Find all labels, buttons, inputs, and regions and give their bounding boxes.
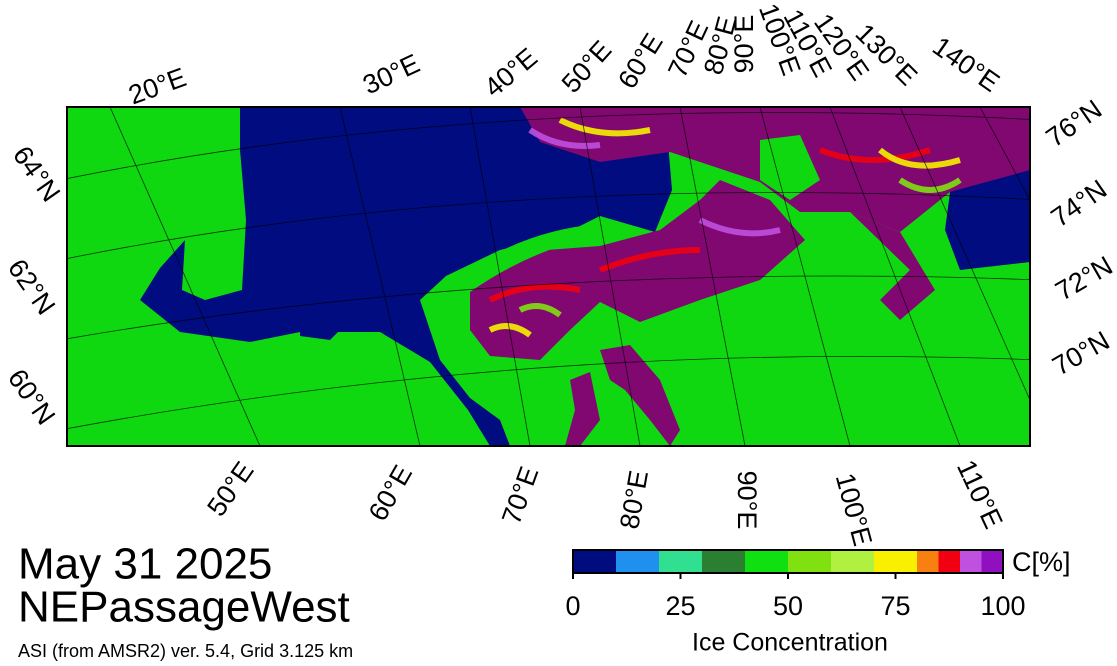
colorbar-bin: [938, 550, 960, 573]
graticule: [67, 107, 1030, 446]
white-sea: [300, 310, 350, 340]
colorbar-bin: [573, 550, 616, 573]
novaya-zemlya: [450, 224, 600, 292]
source: ASI (from AMSR2) ver. 5.4, Grid 3.125 km: [18, 641, 353, 661]
graticule-label: 64°N: [7, 141, 66, 208]
colorbar-label: Ice Concentration: [692, 629, 888, 657]
colorbar-tick-label: 25: [665, 591, 695, 621]
graticule-label: 62°N: [2, 254, 61, 321]
graticule-label: 60°N: [2, 364, 61, 431]
graticule-label: 60°E: [612, 28, 669, 94]
graticule-label: 70°N: [1047, 325, 1114, 381]
graticule-label: 90°E: [729, 15, 759, 74]
colorbar-bin: [874, 550, 917, 573]
colorbar-bin: [702, 550, 745, 573]
colorbar-bin: [616, 550, 659, 573]
graticule-label: 80°E: [614, 468, 654, 531]
colorbar-bin: [788, 550, 831, 573]
ice-mix: [488, 117, 962, 338]
map-area: [67, 107, 1030, 446]
graticule-label: 100°E: [830, 470, 878, 549]
region-name: NEPassageWest: [18, 583, 350, 632]
colorbar-bin: [831, 550, 874, 573]
open-sea-laptev: [945, 170, 1030, 270]
graticule-label: 76°N: [1041, 94, 1108, 153]
graticule-label: 74°N: [1046, 174, 1113, 233]
graticule-label: 72°N: [1050, 250, 1117, 306]
colorbar-bin: [917, 550, 939, 573]
graticule-label: 70°E: [496, 463, 544, 529]
map-frame: [66, 106, 1031, 447]
colorbar-bin: [960, 550, 982, 573]
colorbar-tick-label: 100: [980, 591, 1025, 621]
ice-yenisei: [565, 372, 600, 446]
colorbar-unit: C[%]: [1012, 547, 1071, 577]
colorbar-bin: [981, 550, 1003, 573]
graticule-label: 30°E: [358, 48, 424, 100]
graticule-label: 50°E: [201, 456, 259, 521]
graticule-label: 60°E: [363, 460, 418, 526]
graticule-label: 20°E: [125, 62, 191, 110]
colorbar-tick-label: 50: [773, 591, 803, 621]
ice-kara: [470, 180, 805, 360]
graticule-label: 40°E: [479, 42, 543, 103]
open-sea: [140, 107, 672, 446]
graticule-label: 50°E: [556, 35, 618, 99]
ice-laptev-edge: [850, 212, 935, 320]
graticule-label: 110°E: [951, 455, 1009, 533]
severnaya-zemlya: [760, 135, 820, 200]
colorbar-tick-label: 75: [880, 591, 910, 621]
colorbar-bin: [745, 550, 788, 573]
graticule-label: 140°E: [927, 31, 1005, 98]
date: May 31 2025: [18, 540, 272, 589]
colorbar-tick-label: 0: [565, 591, 580, 621]
graticule-label: 90°E: [732, 471, 762, 530]
ice-gulf-ob: [600, 345, 680, 446]
colorbar-bin: [659, 550, 702, 573]
